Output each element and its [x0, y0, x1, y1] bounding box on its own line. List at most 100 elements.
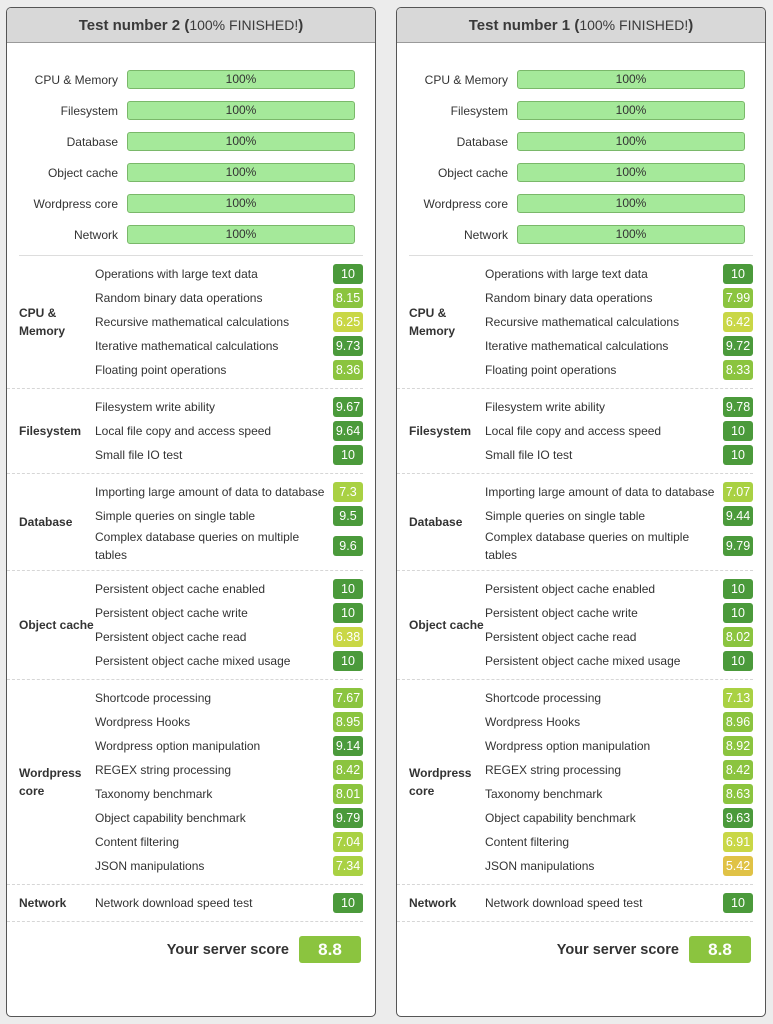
progress-label: Wordpress core: [33, 196, 118, 211]
progress-row: Database 100%: [397, 126, 745, 157]
score-badge: 10: [333, 445, 363, 465]
score-badge: 10: [723, 264, 753, 284]
result-label: Local file copy and access speed: [485, 424, 662, 438]
result-row: Object capability benchmark 9.79: [95, 806, 363, 830]
section-items: Importing large amount of data to databa…: [485, 480, 753, 564]
result-label: Recursive mathematical calculations: [485, 315, 680, 329]
score-badge: 7.07: [723, 482, 753, 502]
test-status: 100% FINISHED!: [579, 17, 689, 33]
result-row: Local file copy and access speed 10: [485, 419, 753, 443]
section-label: Network: [19, 896, 67, 910]
progress-bar: 100%: [517, 132, 745, 151]
result-label: Small file IO test: [95, 448, 183, 462]
result-label: Object capability benchmark: [95, 811, 246, 825]
score-badge: 7.13: [723, 688, 753, 708]
score-badge: 9.79: [723, 536, 753, 556]
score-badge: 10: [333, 651, 363, 671]
result-row: Small file IO test 10: [95, 443, 363, 467]
progress-row: Network 100%: [397, 219, 745, 250]
result-label: Persistent object cache enabled: [485, 582, 656, 596]
score-badge: 7.67: [333, 688, 363, 708]
section-label: Network: [409, 896, 457, 910]
paren-open: (: [180, 16, 190, 34]
progress-bar: 100%: [127, 225, 355, 244]
progress-row: Wordpress core 100%: [7, 188, 355, 219]
result-label: Operations with large text data: [95, 267, 258, 281]
result-label: Content filtering: [95, 835, 180, 849]
results-section: Network Network download speed test 10: [7, 885, 363, 922]
result-label: Persistent object cache read: [95, 630, 247, 644]
section-items: Network download speed test 10: [485, 891, 753, 915]
progress-bar: 100%: [127, 163, 355, 182]
progress-row: CPU & Memory 100%: [397, 64, 745, 95]
server-score: Your server score 8.8: [7, 922, 375, 963]
progress-row: Wordpress core 100%: [397, 188, 745, 219]
result-row: Local file copy and access speed 9.64: [95, 419, 363, 443]
result-label: Filesystem write ability: [95, 400, 216, 414]
progress-label: Object cache: [437, 165, 508, 180]
result-label: Local file copy and access speed: [95, 424, 272, 438]
result-row: JSON manipulations 5.42: [485, 854, 753, 878]
progress-label: Filesystem: [60, 103, 118, 118]
result-row: Persistent object cache mixed usage 10: [485, 649, 753, 673]
result-row: REGEX string processing 8.42: [95, 758, 363, 782]
result-label: Object capability benchmark: [485, 811, 636, 825]
result-label: Complex database queries on multiple tab…: [95, 530, 300, 562]
test-title: Test number 1: [468, 16, 571, 34]
section-label: Object cache: [19, 618, 94, 632]
result-row: Content filtering 7.04: [95, 830, 363, 854]
results-section: Wordpress core Shortcode processing 7.13 Wo…: [397, 680, 753, 885]
result-label: Wordpress Hooks: [485, 715, 581, 729]
result-label: Floating point operations: [95, 363, 227, 377]
section-label: Wordpress core: [19, 766, 82, 798]
result-row: Persistent object cache read 8.02: [485, 625, 753, 649]
server-score-value: 8.8: [689, 936, 751, 963]
progress-row: Object cache 100%: [397, 157, 745, 188]
result-label: Simple queries on single table: [95, 509, 256, 523]
progress-list: CPU & Memory 100% Filesystem 100% Database 10…: [7, 43, 375, 250]
score-badge: 6.38: [333, 627, 363, 647]
score-badge: 10: [333, 603, 363, 623]
progress-label: Network: [73, 227, 118, 242]
result-row: Content filtering 6.91: [485, 830, 753, 854]
results-section: Wordpress core Shortcode processing 7.67 Wo…: [7, 680, 363, 885]
progress-row: Filesystem 100%: [7, 95, 355, 126]
result-label: Shortcode processing: [95, 691, 212, 705]
progress-label: CPU & Memory: [424, 72, 508, 87]
paren-open: (: [570, 16, 580, 34]
results-section: Object cache Persistent object cache enab…: [397, 571, 753, 680]
result-row: Wordpress Hooks 8.96: [485, 710, 753, 734]
progress-bar: 100%: [127, 70, 355, 89]
result-label: JSON manipulations: [95, 859, 205, 873]
result-label: Importing large amount of data to databa…: [95, 485, 325, 499]
progress-list: CPU & Memory 100% Filesystem 100% Database 10…: [397, 43, 765, 250]
result-row: Floating point operations 8.33: [485, 358, 753, 382]
server-score: Your server score 8.8: [397, 922, 765, 963]
score-badge: 8.63: [723, 784, 753, 804]
score-badge: 9.78: [723, 397, 753, 417]
progress-bar: 100%: [127, 101, 355, 120]
result-row: JSON manipulations 7.34: [95, 854, 363, 878]
section-label: Object cache: [409, 618, 484, 632]
results-section: Database Importing large amount of data t…: [397, 474, 753, 571]
result-label: Recursive mathematical calculations: [95, 315, 290, 329]
score-badge: 9.72: [723, 336, 753, 356]
section-items: Shortcode processing 7.67 Wordpress Hooks 8…: [95, 686, 363, 878]
result-row: Persistent object cache read 6.38: [95, 625, 363, 649]
result-label: Persistent object cache write: [485, 606, 638, 620]
section-label: Filesystem: [409, 424, 472, 438]
section-items: Network download speed test 10: [95, 891, 363, 915]
result-row: Object capability benchmark 9.63: [485, 806, 753, 830]
score-badge: 7.04: [333, 832, 363, 852]
result-row: Floating point operations 8.36: [95, 358, 363, 382]
result-label: Random binary data operations: [95, 291, 263, 305]
result-row: Importing large amount of data to databa…: [485, 480, 753, 504]
result-row: Importing large amount of data to databa…: [95, 480, 363, 504]
result-row: Shortcode processing 7.13: [485, 686, 753, 710]
progress-bar: 100%: [517, 194, 745, 213]
section-items: Filesystem write ability 9.67 Local file c…: [95, 395, 363, 467]
progress-bar: 100%: [517, 70, 745, 89]
result-row: Recursive mathematical calculations 6.25: [95, 310, 363, 334]
progress-bar: 100%: [517, 101, 745, 120]
result-label: Operations with large text data: [485, 267, 648, 281]
